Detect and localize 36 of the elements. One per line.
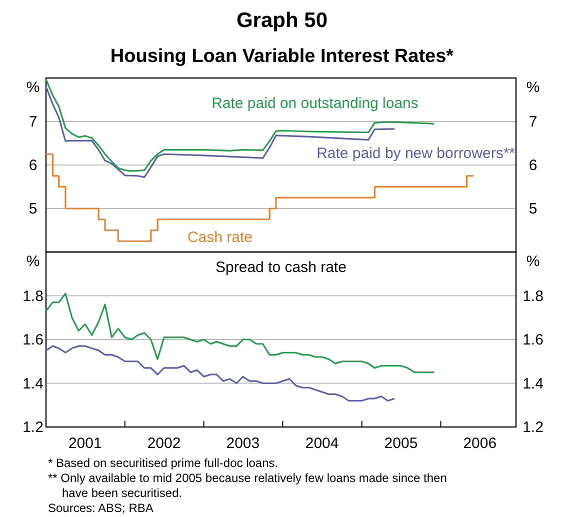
x-tick-label: 2006 [463,435,497,452]
y2-tick-label: 1.6 [522,332,544,348]
y-tick-label: 1.6 [22,332,44,348]
x-tick-label: 2004 [305,435,339,452]
text: * Based on securitised prime full-doc loans. [48,456,278,470]
line-series [45,78,435,172]
y-tick-label: 1.8 [22,288,44,305]
y2-tick-label: 6 [528,157,538,174]
y-tick-label: 5 [28,200,38,218]
x-tick-label: 2001 [68,435,102,452]
chart-subtitle: Housing Loan Variable Interest Rates* [110,46,454,67]
y2-tick-label: 1.2 [522,419,544,436]
text: ** Only available to mid 2005 because relatively few loans made since then have been securitised. [48,471,447,500]
source-note: Sources: ABS; RBA [48,501,154,515]
x-tick-label: 2002 [147,435,181,452]
x-tick-label: 2005 [384,435,418,452]
y-axis-title: % [26,253,40,270]
y2-tick-label: 1.8 [522,288,544,305]
y-tick-label: 7 [28,114,38,130]
y2-tick-label: 7 [528,114,538,130]
y2-axis-title: % [526,253,540,270]
y-tick-label: 1.2 [22,419,44,436]
line-series [45,292,435,374]
x-tick-label: 2003 [226,435,260,452]
y-axis-title: % [26,79,40,96]
y-tick-label: 6 [28,157,38,174]
series-label: Rate paid by new borrowers** [316,145,516,162]
line-series [45,345,396,402]
text: Spread to cash rate [216,259,346,276]
y2-tick-label: 1.4 [522,375,544,392]
y2-tick-label: 5 [528,200,538,218]
y-tick-label: 1.4 [22,375,44,392]
y2-axis-title: % [526,79,540,96]
series-label: Rate paid on outstanding loans [212,95,418,112]
series-label: Cash rate [187,229,253,246]
chart-title: Graph 50 [236,9,328,32]
